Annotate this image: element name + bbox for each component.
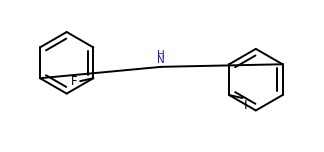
Text: N: N <box>157 55 164 65</box>
Text: H: H <box>157 50 164 59</box>
Text: F: F <box>71 75 78 88</box>
Text: I: I <box>244 99 248 112</box>
